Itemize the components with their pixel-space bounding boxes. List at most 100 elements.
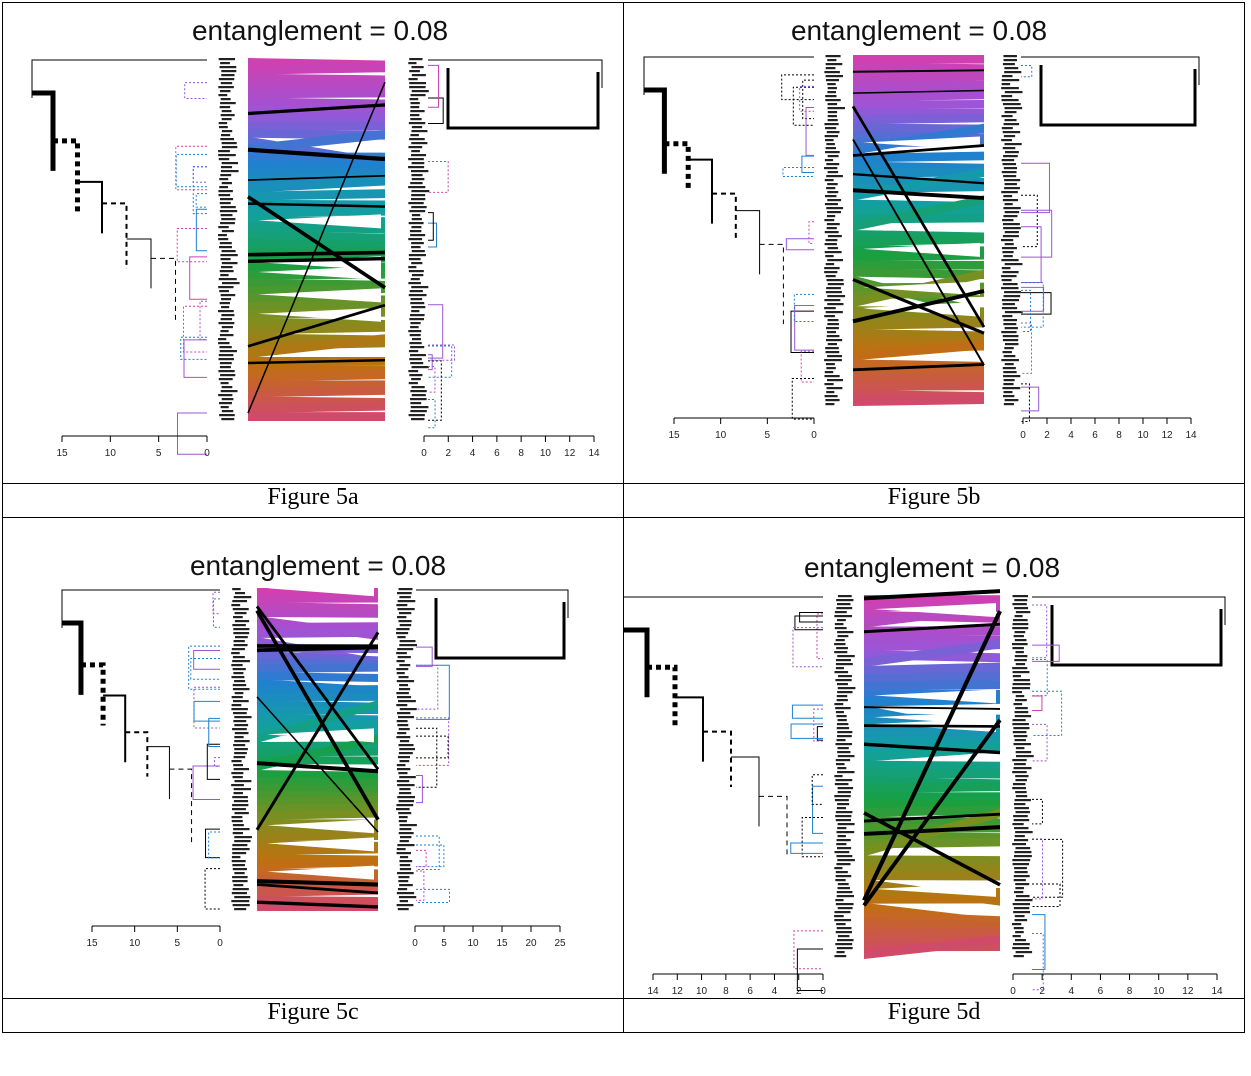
leaf-label-mark: [827, 119, 838, 122]
leaf-label-mark: [234, 752, 247, 755]
leaf-label-mark: [411, 386, 425, 389]
leaf-label-mark: [220, 258, 231, 261]
leaf-label-mark: [221, 230, 234, 233]
tick-label: 14: [1211, 986, 1223, 997]
connection-band: [248, 412, 385, 421]
leaf-label-mark: [221, 386, 233, 389]
leaf-label-mark: [834, 783, 849, 786]
connection-band: [853, 195, 984, 231]
leaf-label-mark: [411, 262, 423, 265]
leaf-label-mark: [409, 82, 427, 85]
leaf-label-mark: [396, 768, 411, 771]
branch: [1032, 659, 1048, 697]
branch: [416, 664, 450, 720]
connection-band: [853, 234, 984, 247]
leaf-label-mark: [408, 270, 424, 273]
leaf-label-mark: [398, 880, 409, 883]
leaf-label-mark: [1014, 807, 1029, 810]
leaf-label-mark: [234, 716, 252, 719]
connection-band: [853, 340, 984, 361]
leaf-label-mark: [1004, 399, 1019, 402]
branch: [213, 598, 220, 628]
connector-line: [863, 825, 1001, 836]
leaf-label-mark: [1014, 851, 1032, 854]
leaf-label-mark: [824, 271, 838, 274]
leaf-label-mark: [835, 707, 851, 710]
leaf-label-mark: [399, 740, 410, 743]
leaf-label-mark: [396, 680, 415, 683]
leaf-label-mark: [1001, 331, 1017, 334]
connection-band: [248, 299, 385, 311]
leaf-label-mark: [1002, 387, 1021, 390]
leaf-label-mark: [1015, 951, 1033, 954]
leaf-label-mark: [232, 728, 247, 731]
leaf-label-mark: [827, 111, 838, 114]
tick-label: 14: [647, 986, 659, 997]
branch: [428, 212, 434, 241]
leaf-label-mark: [408, 294, 427, 297]
leaf-label-mark: [1012, 643, 1028, 646]
leaf-label-mark: [1002, 367, 1016, 370]
leaf-label-mark: [1014, 835, 1025, 838]
caption-5b: Figure 5b: [623, 483, 1245, 518]
leaf-label-mark: [219, 334, 234, 337]
leaf-label-mark: [397, 784, 415, 787]
branch: [1032, 690, 1063, 737]
branch: [180, 336, 207, 360]
leaf-label-mark: [1012, 935, 1021, 938]
leaf-label-mark: [396, 704, 408, 707]
leaf-label-mark: [233, 768, 250, 771]
leaf-label-mark: [1001, 139, 1013, 142]
leaf-label-mark: [408, 166, 425, 169]
leaf-label-mark: [1015, 695, 1025, 698]
connector-line: [852, 188, 985, 201]
leaf-label-mark: [396, 672, 405, 675]
leaf-label-mark: [836, 843, 847, 846]
leaf-label-mark: [397, 888, 408, 891]
leaf-label-mark: [1003, 355, 1016, 358]
branch: [428, 354, 433, 371]
leaf-label-mark: [399, 644, 417, 647]
connection-band: [248, 80, 385, 91]
branch: [800, 350, 814, 383]
tick-label: 2: [1044, 430, 1050, 441]
left-axis: 15 10 5 0: [56, 435, 210, 459]
right-leaf-labels: [1012, 595, 1034, 958]
leaf-label-mark: [411, 194, 426, 197]
leaf-label-mark: [231, 808, 246, 811]
leaf-label-mark: [1015, 779, 1027, 782]
leaf-label-mark: [399, 860, 413, 863]
connection-band: [864, 871, 1000, 881]
leaf-label-mark: [234, 812, 249, 815]
left-axis: 14 12 10 8 6 4 2 0: [647, 973, 826, 997]
leaf-label-mark: [825, 291, 842, 294]
band-gap: [267, 865, 374, 880]
leaf-label-mark: [1014, 631, 1026, 634]
leaf-label-mark: [824, 219, 835, 222]
band-gap: [258, 288, 381, 303]
leaf-label-mark: [1012, 671, 1030, 674]
right-leaf-labels: [408, 58, 430, 421]
leaf-label-mark: [410, 346, 425, 349]
band-gap: [267, 728, 374, 743]
leaf-label-mark: [411, 206, 427, 209]
leaf-label-mark: [1014, 639, 1027, 642]
leaf-label-mark: [232, 688, 250, 691]
leaf-label-mark: [834, 799, 849, 802]
leaf-label-mark: [231, 816, 243, 819]
branch: [796, 948, 823, 991]
axes: 14 12 10 8 6 4 2 0 0 2 4 6 8 10 12 14: [647, 973, 1223, 997]
branch: [1032, 838, 1044, 900]
leaf-label-mark: [409, 58, 423, 61]
leaf-label-mark: [824, 359, 842, 362]
branch: [434, 598, 566, 660]
leaf-label-mark: [408, 266, 417, 269]
connection-band: [864, 728, 1000, 739]
leaf-label-mark: [411, 338, 421, 341]
leaf-label-mark: [219, 270, 234, 273]
leaf-label-mark: [834, 671, 849, 674]
branch: [1032, 798, 1043, 825]
connection-band: [853, 381, 984, 391]
leaf-label-mark: [1001, 287, 1019, 290]
leaf-label-mark: [826, 187, 836, 190]
